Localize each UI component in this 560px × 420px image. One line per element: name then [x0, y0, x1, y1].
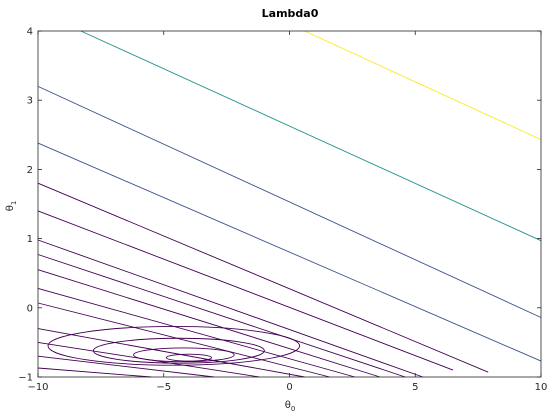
- contour-line-13: [37, 85, 542, 318]
- contour-ellipse-2: [133, 347, 235, 363]
- contour-line-10: [37, 210, 454, 371]
- y-axis-label-subscript: 1: [10, 201, 18, 205]
- contour-ellipse-1: [165, 353, 212, 362]
- contour-line-4: [37, 328, 305, 378]
- x-tick-label-1: −10: [27, 382, 48, 393]
- y-axis: −1 0 1 2 3 4: [18, 27, 541, 384]
- contour-line-11: [37, 182, 489, 373]
- chart-title: Lambda0: [262, 7, 319, 20]
- x-tick-label-4: 5: [412, 382, 418, 393]
- x-tick-label-2: −5: [156, 382, 171, 393]
- contour-line-9: [37, 239, 423, 378]
- contour-line-2: [37, 355, 215, 378]
- x-axis-label-symbol: θ: [285, 400, 291, 411]
- y-axis-label-symbol: θ: [5, 205, 16, 211]
- contour-line-1: [37, 367, 152, 378]
- x-axis-label: θ0: [285, 400, 296, 413]
- contour-line-8: [37, 254, 406, 378]
- contour-line-5: [37, 302, 330, 378]
- y-tick-label-2: 0: [27, 303, 33, 314]
- contour-line-7: [37, 269, 381, 378]
- y-tick-label-4: 2: [27, 165, 33, 176]
- contour-line-15: [304, 30, 542, 141]
- y-tick-label-3: 1: [27, 234, 33, 245]
- x-axis: −10 −5 0 5 10: [27, 31, 547, 393]
- contour-line-14: [80, 30, 542, 242]
- y-tick-label-5: 3: [27, 96, 33, 107]
- x-tick-label-5: 10: [535, 382, 548, 393]
- x-axis-label-subscript: 0: [291, 405, 295, 413]
- x-tick-label-3: 0: [286, 382, 292, 393]
- y-axis-label: θ1: [5, 201, 18, 212]
- y-tick-label-6: 4: [27, 27, 33, 38]
- contour-line-3: [37, 341, 260, 378]
- contour-line-6: [37, 287, 356, 378]
- contour-lines: [37, 30, 542, 378]
- contour-line-12: [37, 142, 542, 362]
- y-tick-label-1: −1: [18, 373, 33, 384]
